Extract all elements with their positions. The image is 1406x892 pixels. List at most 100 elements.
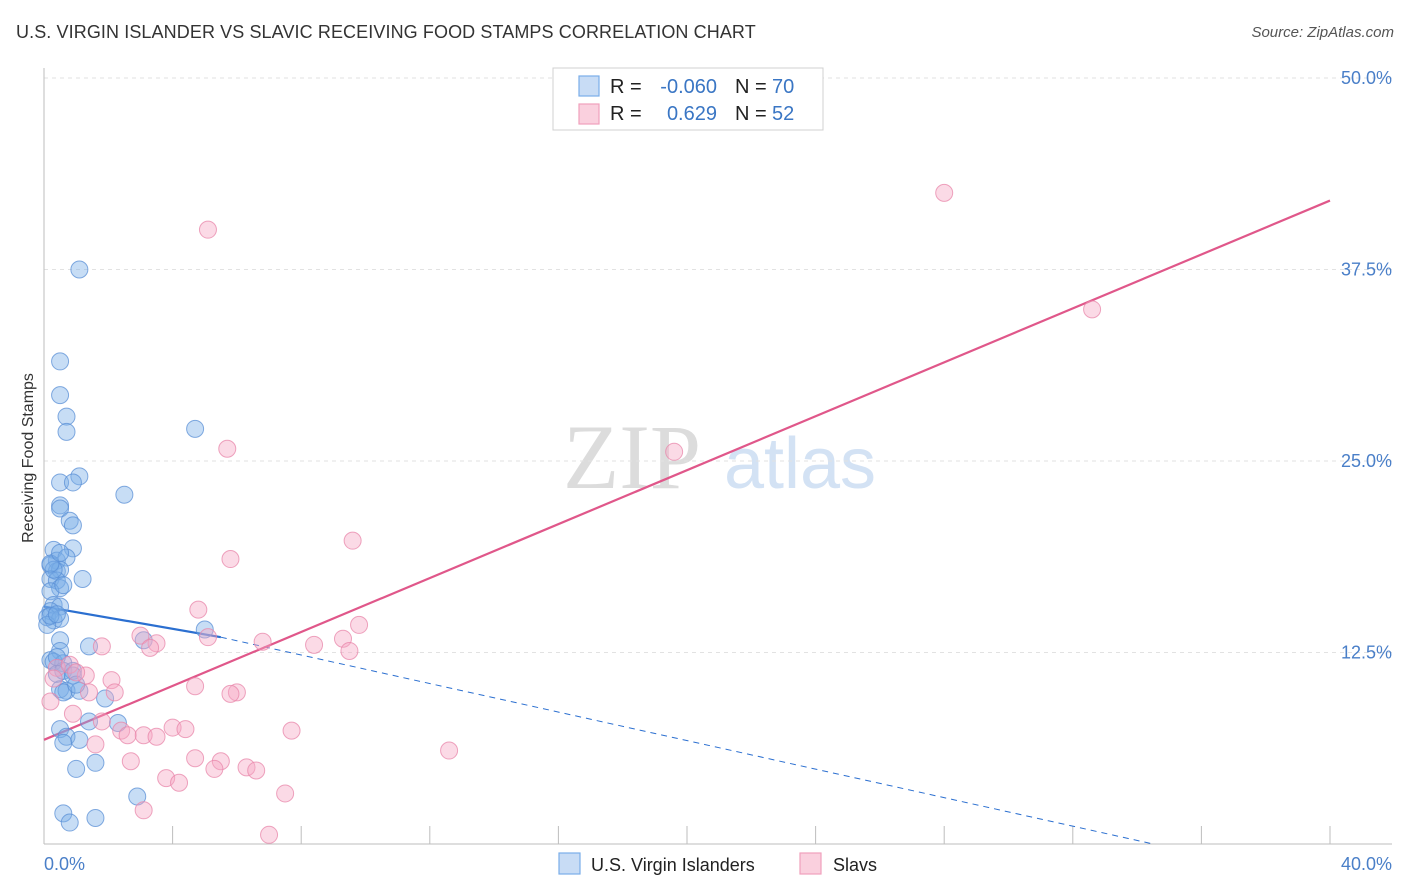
point-slavic-38: [147, 727, 166, 746]
y-axis-label: Receiving Food Stamps: [20, 373, 37, 543]
point-virgin-islander-13: [63, 516, 82, 535]
series-label-pink: Slavs: [833, 855, 877, 875]
point-virgin-islander-23: [73, 569, 92, 588]
legend-r-value-2: 0.629: [667, 103, 717, 125]
point-virgin-islander-37: [80, 637, 99, 656]
point-slavic-24: [227, 683, 246, 702]
point-slavic-50: [260, 825, 279, 844]
point-virgin-islander-5: [186, 419, 205, 438]
y-tick-label-3: 50.0%: [1341, 68, 1392, 88]
point-slavic-12: [253, 632, 272, 651]
trend-line-slavic: [43, 199, 1331, 741]
point-virgin-islander-9: [115, 485, 134, 504]
point-slavic-51: [67, 663, 86, 682]
point-slavic-49: [134, 801, 153, 820]
point-slavic-34: [176, 720, 195, 739]
point-virgin-islander-46: [57, 681, 76, 700]
y-tick-label-1: 25.0%: [1341, 451, 1392, 471]
series-label-blue: U.S. Virgin Islanders: [591, 855, 755, 875]
point-slavic-28: [41, 692, 60, 711]
stats-legend: R = -0.060 N = 70 R = 0.629 N = 52: [552, 67, 824, 131]
trend-lines: [43, 199, 1331, 845]
point-slavic-42: [121, 752, 140, 771]
axes: [43, 68, 1392, 845]
watermark: ZIP atlas: [563, 406, 876, 508]
point-virgin-islander-49: [80, 712, 99, 731]
trend-line-virgin-islander: [43, 605, 222, 639]
point-virgin-islander-51: [51, 720, 70, 739]
watermark-zip: ZIP: [563, 406, 701, 508]
point-virgin-islander-68: [51, 543, 70, 562]
point-slavic-4: [218, 439, 237, 458]
point-virgin-islander-48: [96, 689, 115, 708]
point-virgin-islander-59: [60, 813, 79, 832]
point-slavic-5: [343, 531, 362, 550]
point-virgin-islander-1: [51, 352, 70, 371]
y-tick-label-0: 12.5%: [1341, 643, 1392, 663]
legend-n-label-1: N =: [735, 76, 767, 98]
point-slavic-21: [44, 669, 63, 688]
series-legend: U.S. Virgin Islanders Slavs: [558, 852, 877, 875]
point-slavic-13: [305, 635, 324, 654]
point-slavic-6: [221, 550, 240, 569]
point-virgin-islander-67: [47, 605, 66, 624]
point-slavic-40: [186, 749, 205, 768]
point-slavic-1: [198, 220, 217, 239]
tick-labels: 12.5% 25.0% 37.5% 50.0% 0.0% 40.0%: [44, 68, 1392, 874]
point-slavic-41: [211, 752, 230, 771]
point-slavic-47: [170, 773, 189, 792]
point-virgin-islander-4: [57, 422, 76, 441]
data-points: [38, 183, 1102, 844]
point-virgin-islander-3: [57, 407, 76, 426]
point-slavic-0: [935, 183, 954, 202]
series-swatch-pink: [799, 852, 822, 875]
point-slavic-16: [141, 638, 160, 657]
point-virgin-islander-0: [70, 260, 89, 279]
point-slavic-36: [86, 735, 105, 754]
watermark-atlas: atlas: [724, 424, 876, 504]
point-virgin-islander-55: [86, 753, 105, 772]
point-slavic-19: [60, 655, 79, 674]
legend-n-label-2: N =: [735, 103, 767, 125]
point-slavic-27: [80, 683, 99, 702]
legend-swatch-blue: [578, 75, 600, 97]
x-tick-label-1: 40.0%: [1341, 854, 1392, 874]
source-label: Source: ZipAtlas.com: [1251, 24, 1394, 41]
point-slavic-37: [118, 726, 137, 745]
point-virgin-islander-60: [86, 808, 105, 827]
point-slavic-7: [189, 600, 208, 619]
point-slavic-9: [131, 626, 150, 645]
legend-r-label-2: R =: [610, 103, 642, 125]
point-slavic-33: [163, 718, 182, 737]
point-slavic-43: [237, 758, 256, 777]
legend-swatch-pink: [578, 103, 600, 125]
legend-r-label-1: R =: [610, 76, 642, 98]
point-slavic-11: [198, 628, 217, 647]
legend-n-value-1: 70: [772, 76, 794, 98]
point-virgin-islander-26: [54, 576, 73, 595]
point-slavic-35: [282, 721, 301, 740]
legend-n-value-2: 52: [772, 103, 794, 125]
point-slavic-30: [92, 712, 111, 731]
point-virgin-islander-24: [51, 579, 70, 598]
series-swatch-blue: [558, 852, 581, 875]
point-virgin-islander-53: [54, 733, 73, 752]
x-tick-label-0: 0.0%: [44, 854, 85, 874]
point-slavic-10: [147, 634, 166, 653]
trend-line-virgin-islander-extension: [220, 636, 1154, 845]
point-virgin-islander-7: [51, 473, 70, 492]
point-slavic-17: [92, 637, 111, 656]
point-virgin-islander-54: [70, 730, 89, 749]
point-slavic-25: [221, 684, 240, 703]
point-slavic-2: [1083, 300, 1102, 319]
point-slavic-31: [112, 721, 131, 740]
point-slavic-8: [350, 615, 369, 634]
point-virgin-islander-11: [51, 499, 70, 518]
point-virgin-islander-8: [63, 473, 82, 492]
y-tick-label-2: 37.5%: [1341, 260, 1392, 280]
point-slavic-45: [205, 759, 224, 778]
point-slavic-3: [665, 442, 684, 461]
chart-title: U.S. VIRGIN ISLANDER VS SLAVIC RECEIVING…: [16, 22, 756, 42]
point-virgin-islander-58: [54, 804, 73, 823]
